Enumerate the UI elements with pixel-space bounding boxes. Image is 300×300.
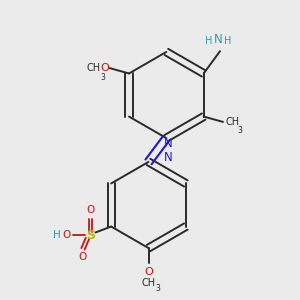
Text: S: S [86, 229, 95, 242]
Text: O: O [100, 63, 109, 73]
Text: O: O [86, 205, 94, 215]
Text: CH: CH [142, 278, 156, 288]
Text: O: O [144, 266, 153, 277]
Text: O: O [62, 230, 70, 241]
Text: 3: 3 [155, 284, 160, 293]
Text: CH: CH [226, 117, 240, 127]
Text: O: O [78, 252, 86, 262]
Text: N: N [164, 137, 173, 150]
Text: 3: 3 [237, 126, 242, 135]
Text: 3: 3 [100, 74, 105, 82]
Text: H: H [224, 36, 232, 46]
Text: N: N [214, 33, 223, 46]
Text: N: N [164, 151, 173, 164]
Text: CH: CH [86, 63, 100, 73]
Text: H: H [53, 230, 61, 241]
Text: H: H [205, 36, 213, 46]
